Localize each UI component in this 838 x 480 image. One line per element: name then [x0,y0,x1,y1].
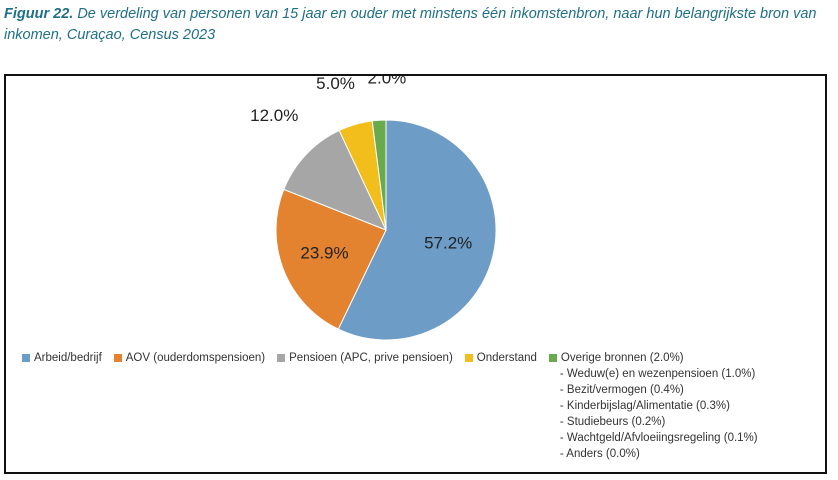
legend-label: Arbeid/bedrijf [34,352,102,364]
legend-label: Onderstand [476,352,537,364]
overige-breakdown-item: - Kinderbijslag/Alimentatie (0.3%) [559,400,730,412]
legend-swatch [277,354,286,362]
legend-swatch [22,354,30,362]
pie-slice [275,188,387,330]
pie-slice [283,129,387,231]
legend-item-overige: Overige bronnen (2.0%) - Weduw(e) en wez… [548,352,758,462]
overige-breakdown-item: - Weduw(e) en wezenpensioen (1.0%) [559,368,756,380]
pie-slice [371,119,387,231]
figure-title: De verdeling van personen van 15 jaar en… [4,6,817,43]
legend-swatch [464,354,473,362]
legend-item-pensioen: Pensioen (APC, prive pensioen) [277,352,453,364]
legend-label: Overige bronnen (2.0%) [560,352,684,364]
overige-breakdown-list: - Weduw(e) en wezenpensioen (1.0%) - Bez… [560,366,758,462]
chart-legend: Arbeid/bedrijf AOV (ouderdomspensioen) P… [22,352,758,462]
pie-chart: 57.2% 23.9% 12.0% 5.0% 2.0% [250,76,497,341]
legend-swatch [113,354,122,362]
overige-breakdown-item: - Anders (0.0%) [559,448,640,460]
legend-item-arbeid: Arbeid/bedrijf [22,352,102,364]
slice-data-label: 57.2% [424,234,472,253]
chart-frame: 57.2% 23.9% 12.0% 5.0% 2.0% Arbeid/bedrijf A… [4,74,827,474]
slice-data-label: 23.9% [300,243,348,262]
slice-data-label: 12.0% [250,106,298,125]
slice-data-label: 5.0% [316,76,355,93]
slice-data-label: 2.0% [368,76,407,88]
legend-label: Pensioen (APC, prive pensioen) [289,352,453,364]
figure-label: Figuur 22. [4,6,74,22]
legend-item-overige-header: Overige bronnen (2.0%) [548,352,758,364]
overige-breakdown-item: - Studiebeurs (0.2%) [559,416,666,428]
pie-slice [337,119,497,341]
overige-breakdown-item: - Bezit/vermogen (0.4%) [559,384,684,396]
legend-label: AOV (ouderdomspensioen) [125,352,266,364]
legend-item-aov: AOV (ouderdomspensioen) [113,352,266,364]
legend-item-onderstand: Onderstand [464,352,537,364]
figure-caption: Figuur 22. De verdeling van personen van… [4,4,824,46]
overige-breakdown-item: - Wachtgeld/Afvloeiingsregeling (0.1%) [559,432,758,444]
legend-swatch [548,354,557,362]
